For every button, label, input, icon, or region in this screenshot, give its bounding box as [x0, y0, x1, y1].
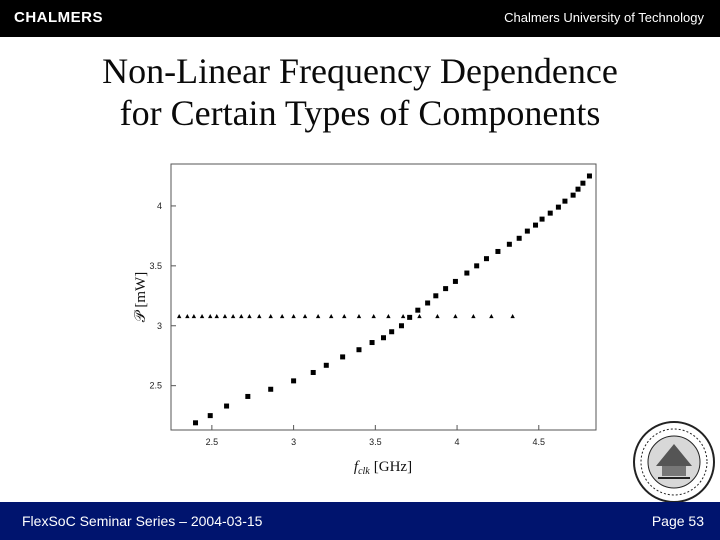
x-axis-label-main: f [354, 459, 360, 475]
square-point [381, 335, 386, 341]
page-number: Page 53 [651, 513, 704, 529]
x-axis-ticks: 2.5 3 3.5 4 4.5 [206, 425, 545, 447]
triangle-point [342, 313, 347, 319]
square-point [340, 354, 346, 360]
triangle-point [279, 313, 285, 319]
triangle-point [371, 313, 376, 319]
square-point [524, 228, 530, 234]
triangle-point [328, 313, 334, 319]
title-line-1: Non-Linear Frequency Dependence [102, 51, 618, 91]
triangle-point [208, 313, 213, 319]
square-point [562, 198, 568, 204]
x-tick-label: 2.5 [206, 437, 219, 447]
triangle-point [247, 313, 252, 319]
y-axis-label: 𝒫 [mW] [133, 272, 149, 322]
x-axis-label-sub: clk [358, 466, 370, 477]
x-axis-label: fclk [GHz] [354, 459, 412, 477]
square-point [533, 222, 539, 228]
triangle-point [489, 313, 494, 319]
square-point [291, 378, 297, 384]
square-point [555, 204, 561, 210]
square-point [570, 192, 576, 198]
chalmers-logo: CHALMERS [14, 9, 103, 26]
triangle-point [291, 313, 296, 319]
data-marks [176, 173, 592, 426]
x-tick-label: 3.5 [369, 437, 382, 447]
y-tick-label: 2.5 [149, 381, 162, 391]
square-point [516, 235, 522, 241]
triangle-point [386, 313, 391, 319]
triangle-point [315, 313, 321, 319]
triangle-point [199, 313, 205, 319]
square-point [452, 278, 458, 284]
triangle-point [230, 313, 236, 319]
triangle-point [417, 313, 422, 319]
y-axis-ticks: 2.5 3 3.5 4 [149, 201, 176, 391]
square-point [389, 329, 395, 335]
triangle-point [191, 313, 197, 319]
triangle-point [510, 313, 515, 319]
square-point [483, 256, 489, 262]
triangle-point [453, 313, 458, 319]
square-point [369, 340, 375, 346]
triangle-point [356, 313, 362, 319]
square-point [207, 413, 213, 419]
triangle-point [302, 313, 308, 319]
triangle-point [176, 313, 182, 319]
triangle-point [435, 313, 440, 319]
title-line-2: for Certain Types of Components [119, 93, 601, 133]
y-tick-label: 3 [157, 321, 162, 331]
square-point [474, 263, 480, 269]
chalmers-seal-icon [633, 421, 715, 503]
square-point [506, 241, 512, 247]
x-tick-label: 4.5 [533, 437, 546, 447]
square-point [407, 314, 413, 320]
triangle-point [214, 313, 219, 319]
triangle-point [257, 313, 262, 319]
plot-frame [170, 163, 597, 431]
seminar-series: FlexSoC Seminar Series – 2004-03-15 [22, 513, 263, 529]
square-point [268, 386, 274, 392]
square-point [547, 210, 553, 216]
x-tick-label: 3 [291, 437, 296, 447]
square-point [224, 403, 230, 409]
x-axis-label-unit: [GHz] [374, 459, 412, 475]
square-point [586, 173, 592, 179]
university-name: Chalmers University of Technology [504, 10, 704, 25]
x-tick-label: 4 [455, 437, 460, 447]
square-point [415, 307, 421, 313]
slide-title: Non-Linear Frequency Dependence for Cert… [0, 50, 720, 134]
square-point [323, 362, 329, 368]
triangle-point [268, 313, 273, 319]
footer-bar: FlexSoC Seminar Series – 2004-03-15 Page… [0, 502, 720, 540]
square-point [310, 369, 316, 375]
square-point [245, 393, 251, 399]
square-point [193, 420, 199, 426]
square-point [580, 180, 586, 186]
square-point [425, 300, 431, 306]
header-bar: CHALMERS Chalmers University of Technolo… [0, 0, 720, 37]
power-frequency-chart: 2.5 3 3.5 4 2.5 3 3.5 4 4.5 𝒫 [mW] fclk [GHz] [133, 163, 597, 477]
square-point [495, 248, 501, 254]
square-point [356, 347, 362, 353]
y-tick-label: 4 [157, 201, 162, 211]
square-point [443, 286, 449, 292]
square-point [575, 186, 581, 192]
square-point [539, 216, 545, 222]
y-tick-label: 3.5 [149, 261, 162, 271]
triangle-point [400, 313, 406, 319]
triangle-point [185, 313, 190, 319]
square-point [433, 293, 439, 299]
triangle-point [239, 313, 244, 319]
triangle-point [471, 313, 476, 319]
triangle-point [222, 313, 228, 319]
square-point [464, 270, 470, 276]
square-point [398, 323, 404, 329]
